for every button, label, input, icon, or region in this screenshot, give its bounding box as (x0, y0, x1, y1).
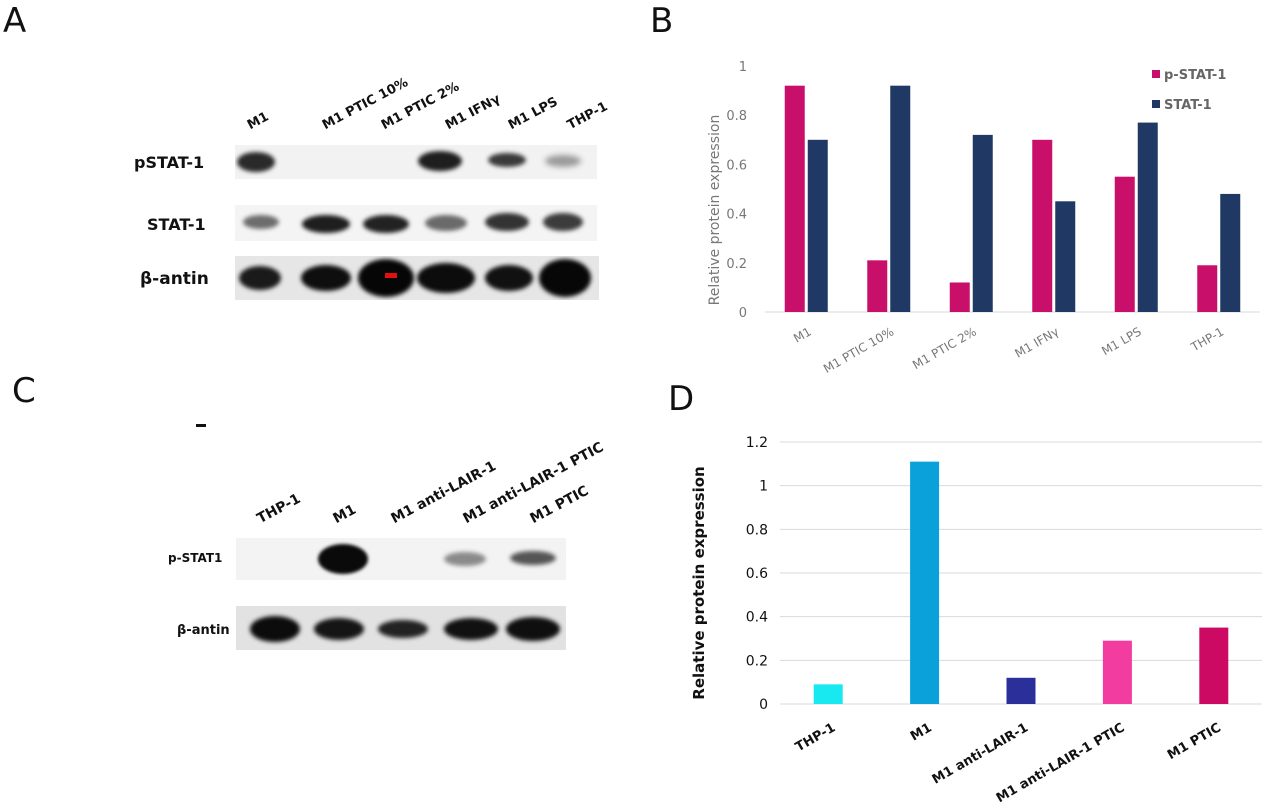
chart-b: Relative protein expression 0 0.2 0.4 0.6 0.… (707, 60, 1260, 376)
blot-band (239, 266, 281, 290)
chart-b-xtick: M1 IFNγ (1012, 324, 1061, 360)
blot-band (363, 215, 409, 233)
chart-b-ytick: 1 (739, 60, 747, 75)
chart-d-xtick: M1 (908, 720, 935, 744)
chart-d-ytick: 0 (759, 697, 768, 713)
blot-c-lane-label: M1 (330, 501, 359, 527)
chart-b-legend: p-STAT-1 STAT-1 (1152, 68, 1226, 113)
blot-band (250, 616, 300, 642)
chart-d-ytick: 1 (759, 479, 768, 495)
blot-c-row-label: p-STAT1 (168, 551, 223, 565)
blot-band (539, 259, 591, 297)
chart-d-xtick: M1 PTIC (1165, 720, 1224, 763)
blot-a-lane-label: M1 (244, 109, 272, 133)
chart-b-ytick: 0.4 (726, 208, 747, 223)
blot-band (318, 544, 368, 574)
legend-label-pstat1: p-STAT-1 (1164, 68, 1226, 83)
chart-d-bar (1102, 640, 1132, 704)
chart-b-xtick: M1 LPS (1099, 324, 1144, 358)
panel-label-a: A (3, 1, 27, 41)
blot-band (302, 215, 350, 233)
chart-d-ytick: 0.4 (746, 610, 768, 626)
chart-b-bar-pstat1 (867, 260, 888, 312)
chart-b-bar-pstat1 (1114, 176, 1135, 312)
blot-a-row-label: STAT-1 (147, 215, 206, 234)
chart-b-bar-pstat1 (1197, 265, 1218, 312)
chart-d: Relative protein expression 0 0.2 0.4 0.6 0.… (690, 435, 1262, 806)
blot-band (444, 552, 486, 566)
blot-band (444, 618, 498, 640)
chart-d-bar (1006, 677, 1036, 704)
chart-d-ytick: 0.2 (746, 653, 768, 669)
blot-c-strip-beta-actin (236, 606, 566, 650)
blot-band (418, 151, 462, 171)
blot-band (543, 213, 583, 231)
chart-d-ytick: 1.2 (746, 435, 768, 451)
blot-c-lane-label: THP-1 (254, 490, 304, 527)
chart-b-ytick: 0.6 (726, 158, 747, 173)
blot-a-row-label: pSTAT-1 (134, 153, 205, 172)
chart-b-ylabel: Relative protein expression (707, 115, 723, 306)
chart-b-ytick: 0.8 (726, 109, 747, 124)
blot-band (510, 551, 556, 565)
blot-band (485, 213, 529, 231)
blot-a-lane-label: THP-1 (564, 99, 611, 133)
chart-d-ylabel: Relative protein expression (690, 466, 708, 699)
chart-d-ytick: 0.8 (746, 522, 768, 538)
chart-d-xtick: M1 anti-LAIR-1 (930, 720, 1031, 787)
blot-band (485, 265, 533, 291)
chart-b-ytick: 0.2 (726, 257, 747, 272)
chart-b-bar-pstat1 (949, 282, 970, 312)
chart-b-bar-stat1 (1137, 122, 1158, 312)
blot-a-lane-label: M1 LPS (505, 94, 561, 133)
chart-b-bar-pstat1 (784, 85, 805, 313)
blot-band (378, 620, 428, 638)
chart-d-bar (813, 684, 843, 704)
blot-band (488, 153, 526, 167)
chart-b-bar-stat1 (1220, 193, 1241, 312)
chart-d-ytick: 0.6 (746, 566, 768, 582)
blot-a-strip-stat1 (235, 205, 597, 241)
blot-band (237, 152, 275, 172)
blot-band (358, 259, 414, 297)
blot-marker (385, 273, 397, 278)
blot-c-mark (196, 424, 206, 427)
panel-label-d: D (668, 379, 695, 419)
blot-c-row-label: β-antin (177, 623, 230, 638)
blot-band (417, 263, 475, 293)
chart-d-bar (1199, 627, 1229, 704)
chart-b-xtick: THP-1 (1188, 324, 1226, 354)
blot-band (545, 155, 581, 167)
chart-b-bar-stat1 (807, 139, 828, 312)
chart-b-xtick: M1 PTIC 10% (821, 324, 896, 376)
legend-swatch-stat1 (1152, 100, 1160, 108)
chart-d-bar (910, 461, 940, 704)
blot-a-strip-pstat1 (235, 145, 597, 179)
blot-c-strip-pstat1 (236, 538, 566, 580)
blot-a-strip-beta-actin (235, 256, 599, 300)
blot-band (506, 617, 560, 641)
chart-b-bar-stat1 (1055, 201, 1076, 312)
chart-b-bar-pstat1 (1032, 139, 1053, 312)
chart-d-xtick: THP-1 (793, 720, 838, 755)
blot-band (301, 265, 351, 291)
blot-band (314, 618, 364, 640)
chart-b-ytick: 0 (739, 306, 747, 321)
chart-b-xtick: M1 (791, 324, 814, 345)
legend-swatch-pstat1 (1152, 70, 1160, 78)
chart-b-bar-stat1 (890, 85, 911, 313)
chart-b-bar-stat1 (972, 134, 993, 312)
chart-b-xtick: M1 PTIC 2% (910, 324, 979, 372)
legend-label-stat1: STAT-1 (1164, 98, 1212, 113)
blot-band (243, 215, 279, 229)
blot-a-row-label: β-antin (140, 269, 209, 289)
panel-label-c: C (12, 371, 36, 411)
blot-band (425, 215, 467, 231)
panel-label-b: B (650, 1, 674, 41)
